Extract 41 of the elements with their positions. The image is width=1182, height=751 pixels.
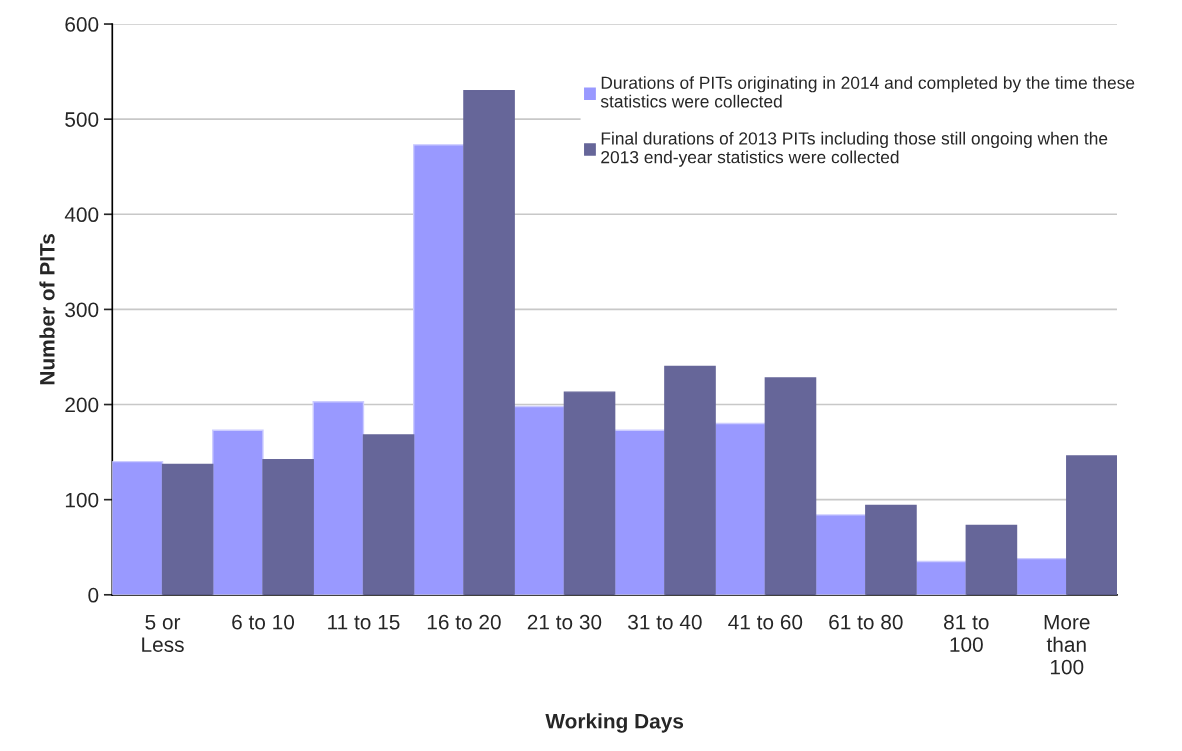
bar	[312, 400, 365, 595]
bar	[1066, 455, 1117, 595]
legend-label: Durations of PITs originating in 2014 and completed by the time these statistics were collected	[600, 76, 1135, 108]
x-tick-label: 81 to 100	[944, 614, 989, 652]
bar	[161, 463, 214, 595]
bar	[513, 405, 566, 595]
x-tick-label: 31 to 40	[628, 614, 702, 630]
x-tick-label: 6 to 10	[232, 614, 295, 630]
bar	[814, 514, 867, 595]
bar	[413, 144, 465, 595]
x-axis-title: Working Days	[545, 713, 684, 733]
y-tick-label: 600	[65, 17, 99, 32]
x-tick-label: 16 to 20	[427, 614, 501, 630]
bar	[362, 434, 415, 595]
x-tick-label: 61 to 80	[829, 614, 903, 630]
bar	[714, 422, 767, 595]
y-tick-label: 0	[88, 587, 99, 603]
bar	[865, 504, 917, 595]
bar	[563, 391, 616, 595]
bar	[212, 429, 264, 595]
legend-label: Final durations of 2013 PITs including those still ongoing when the 2013 end-year statistics were collected	[601, 131, 1108, 167]
bar	[463, 89, 515, 595]
bar	[1015, 557, 1068, 595]
bar	[965, 524, 1018, 595]
bar	[613, 429, 666, 595]
x-tick-label: 41 to 60	[728, 614, 803, 630]
bar	[664, 365, 716, 595]
bar	[915, 560, 967, 595]
y-tick-label: 100	[65, 492, 99, 508]
bar	[112, 460, 164, 595]
y-tick-label: 500	[65, 112, 99, 127]
x-tick-label: 5 or Less	[142, 615, 184, 652]
y-tick-label: 400	[64, 207, 99, 223]
x-tick-label: 11 to 15	[328, 615, 400, 630]
bar	[262, 459, 314, 595]
bar	[764, 377, 817, 595]
x-tick-label: More than 100	[1044, 615, 1090, 675]
y-tick-label: 300	[65, 302, 99, 318]
y-tick-label: 200	[65, 397, 99, 413]
y-axis-title: Number of PITs	[39, 234, 55, 385]
x-tick-label: 21 to 30	[527, 614, 602, 630]
